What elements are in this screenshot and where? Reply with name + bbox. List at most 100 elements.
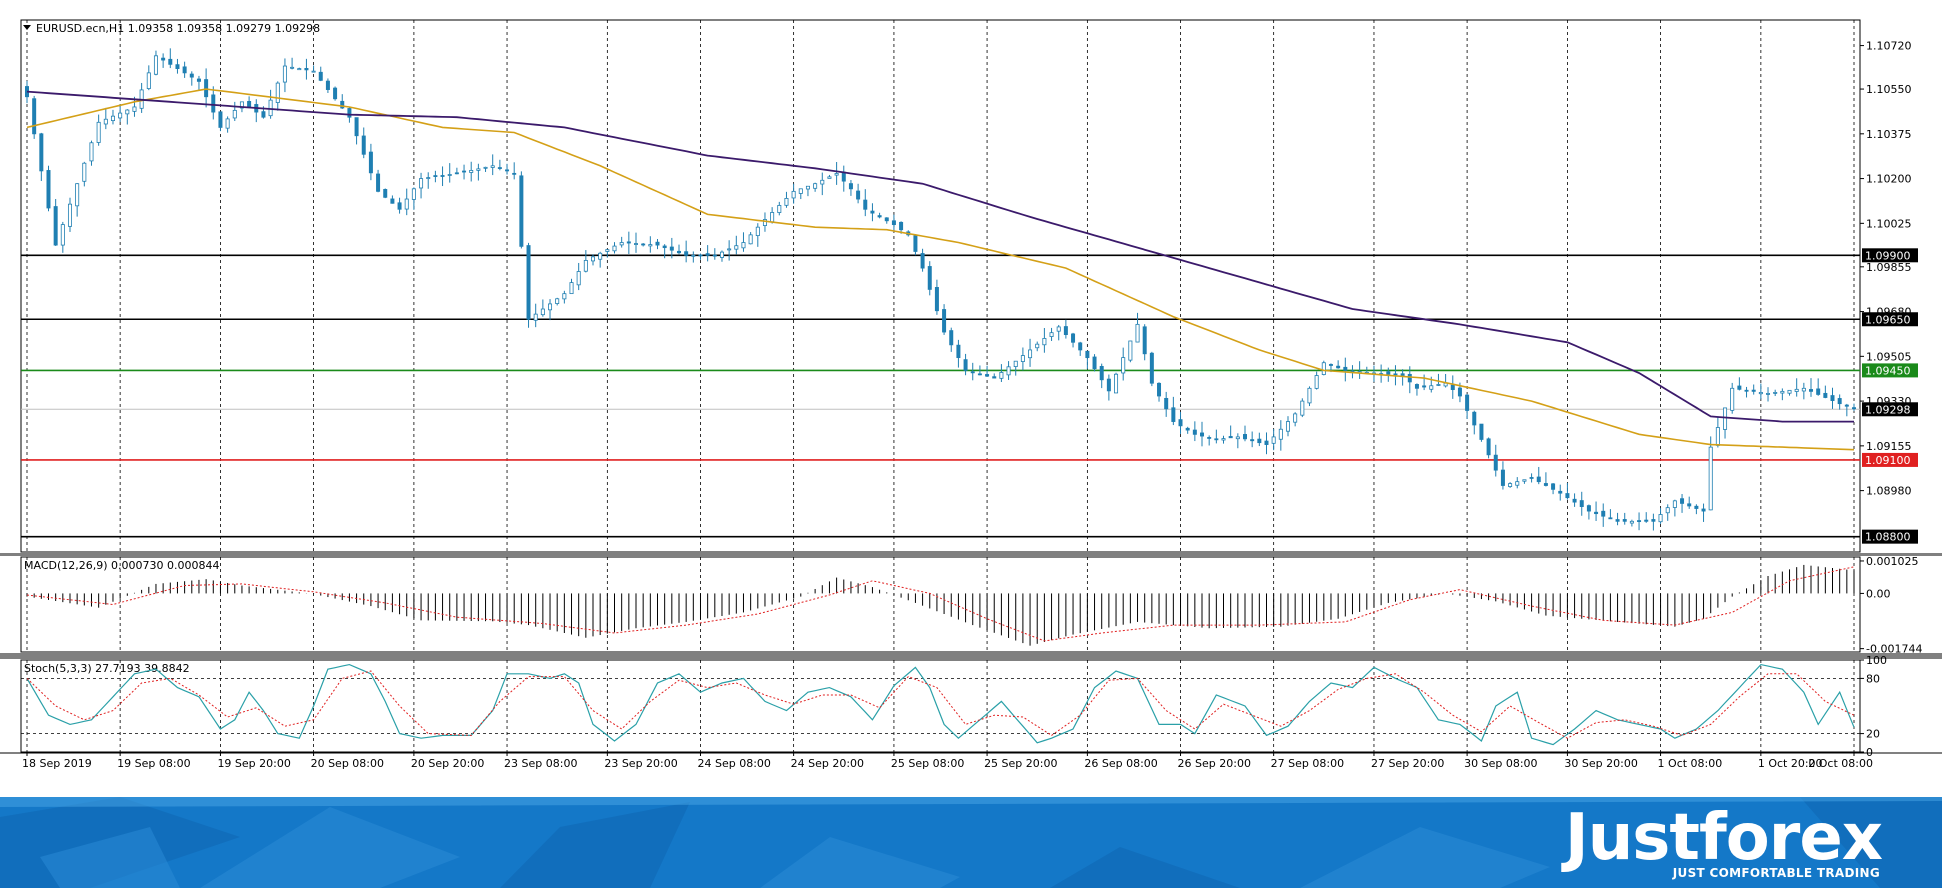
candle-bull	[1307, 387, 1312, 404]
candle-bull	[1665, 507, 1670, 514]
candle-bull	[1773, 391, 1778, 394]
candle-bull	[1020, 355, 1025, 362]
candle-bear	[361, 135, 366, 155]
x-tick-label: 20 Sep 08:00	[311, 757, 384, 770]
candle-bear	[512, 172, 517, 175]
candle-bear	[899, 221, 904, 231]
candle-bear	[433, 175, 438, 177]
macd-panel-frame	[20, 556, 1861, 653]
candle-bear	[1687, 503, 1692, 507]
candle-bull	[1300, 400, 1305, 416]
candle-bull	[82, 162, 87, 182]
candle-bear	[1543, 483, 1548, 486]
brand-banner	[0, 797, 1942, 888]
candle-bear	[1450, 384, 1455, 390]
candle-bull	[1723, 407, 1728, 430]
candle-bear	[1493, 454, 1498, 471]
candle-bear	[913, 235, 918, 252]
candle-bear	[1644, 519, 1649, 522]
x-tick-label: 2 Oct 08:00	[1808, 757, 1873, 770]
candle-bear	[705, 253, 710, 256]
candle-bear	[1250, 439, 1255, 442]
candle-bull	[1042, 338, 1047, 346]
x-tick-label: 30 Sep 20:00	[1564, 757, 1637, 770]
candle-bear	[927, 266, 932, 290]
candle-bear	[1171, 407, 1176, 422]
price-level-box	[1862, 312, 1918, 327]
price-panel-frame	[20, 19, 1861, 553]
candle-bull	[311, 70, 316, 73]
stoch-title: Stoch(5,3,3) 27.7193 39.8842	[24, 662, 190, 675]
candle-bull	[813, 183, 818, 189]
candle-bear	[340, 100, 345, 109]
candle-bear	[1214, 438, 1219, 441]
candle-bull	[569, 282, 574, 295]
candle-bear	[1608, 517, 1613, 520]
candle-bear	[1328, 364, 1333, 366]
candle-bear	[841, 171, 846, 182]
candle-bull	[755, 226, 760, 237]
candle-bull	[426, 177, 431, 179]
candle-bull	[1013, 360, 1018, 367]
candle-bear	[956, 344, 961, 359]
candle-bull	[490, 165, 495, 168]
price-level-label: 1.09100	[1865, 454, 1911, 467]
candle-bull	[132, 106, 137, 112]
candle-bear	[891, 220, 896, 226]
banner-highlight	[0, 797, 1942, 807]
candle-bear	[1551, 483, 1556, 490]
candle-bear	[1637, 520, 1642, 522]
x-tick-label: 19 Sep 08:00	[117, 757, 190, 770]
candle-bear	[1479, 423, 1484, 440]
candle-bull	[770, 212, 775, 223]
price-level-label: 1.09900	[1865, 249, 1911, 262]
justforex-logo: Justforex	[1564, 801, 1883, 875]
candle-bear	[1744, 389, 1749, 392]
price-level-label: 1.09650	[1865, 313, 1911, 326]
candle-bull	[1658, 514, 1663, 523]
candle-bear	[662, 245, 667, 249]
stoch-signal-line	[26, 670, 1855, 739]
candle-bear	[39, 133, 44, 172]
candle-bull	[548, 303, 553, 311]
candle-bull	[741, 242, 746, 249]
banner-background	[0, 797, 1942, 888]
candle-bear	[189, 73, 194, 78]
candle-bull	[1271, 436, 1276, 444]
candle-bear	[1063, 326, 1068, 335]
candle-bear	[175, 64, 180, 69]
candle-bear	[641, 243, 646, 246]
candle-bear	[1414, 384, 1419, 389]
candle-bear	[32, 98, 37, 135]
candle-bear	[970, 371, 975, 374]
candle-bull	[634, 243, 639, 245]
candle-bull	[1766, 393, 1771, 395]
price-tick-label: 1.09855	[1866, 261, 1912, 274]
candle-bull	[605, 249, 610, 252]
candle-bull	[1114, 373, 1119, 394]
candle-bear	[1615, 519, 1620, 522]
candle-bear	[1572, 498, 1577, 503]
candle-bear	[1823, 392, 1828, 398]
candle-bear	[942, 309, 947, 333]
candle-bull	[834, 173, 839, 176]
candle-bull	[67, 203, 72, 227]
candle-bear	[247, 101, 252, 108]
candle-bear	[182, 66, 187, 74]
stoch-tick-label: 100	[1866, 654, 1887, 667]
candle-bear	[1336, 365, 1341, 369]
candle-bull	[827, 176, 832, 179]
candle-bear	[454, 172, 459, 175]
banner-shard	[40, 827, 180, 888]
candle-bear	[1837, 398, 1842, 405]
candle-bear	[884, 217, 889, 222]
candle-bull	[784, 197, 789, 206]
brand-tagline: JUST COMFORTABLE TRADING	[1672, 866, 1880, 880]
candle-bear	[1407, 373, 1412, 383]
candle-bear	[1844, 404, 1849, 407]
price-level-box	[1862, 363, 1918, 378]
candle-bull	[225, 118, 230, 129]
candle-bear	[1601, 510, 1606, 517]
macd-tick-label: 0.001025	[1866, 555, 1919, 568]
x-tick-label: 30 Sep 08:00	[1464, 757, 1537, 770]
